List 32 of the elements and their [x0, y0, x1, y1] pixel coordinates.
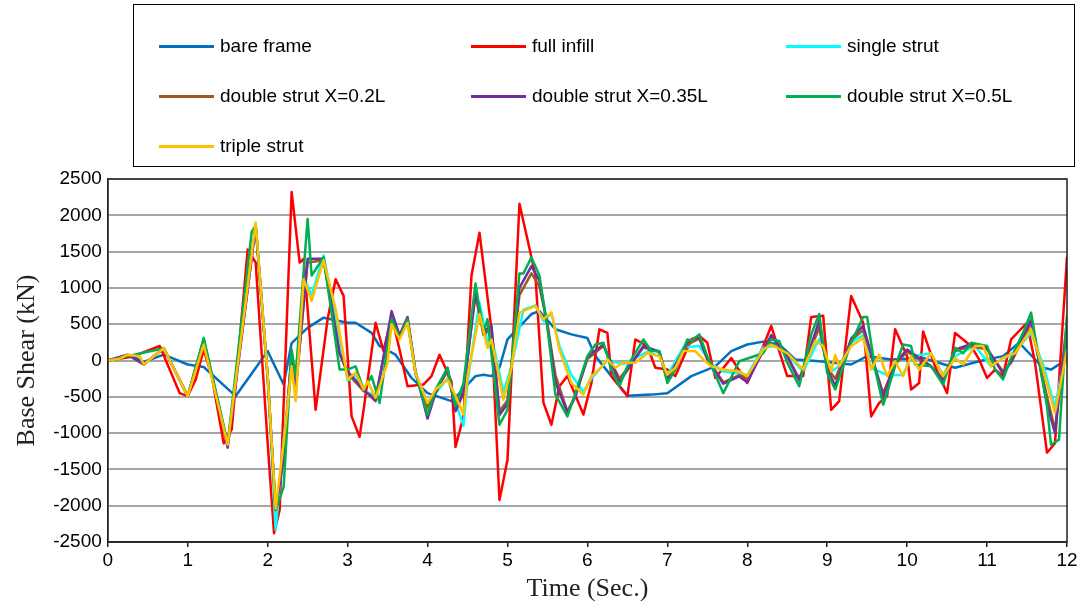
legend-label: double strut X=0.35L	[532, 85, 708, 107]
y-axis-title: Base Shear (kN)	[11, 274, 41, 447]
y-tick-label: 500	[70, 312, 102, 334]
x-tick-label: 5	[502, 548, 513, 570]
x-tick-label: 10	[896, 548, 918, 570]
x-tick-label: 1	[182, 548, 194, 570]
x-tick-label: 7	[662, 548, 673, 570]
legend-label: triple strut	[220, 135, 304, 157]
y-tick-label: -1500	[53, 457, 102, 479]
y-tick-label: 1000	[59, 276, 102, 298]
y-tick-label: -1000	[53, 421, 102, 443]
legend-label: full infill	[532, 35, 595, 57]
y-tick-label: -2500	[53, 530, 102, 552]
x-tick-label: 6	[582, 548, 593, 570]
legend-label: bare frame	[220, 35, 312, 57]
x-tick-label: 3	[342, 548, 353, 570]
legend-label: single strut	[847, 35, 939, 57]
y-tick-label: 0	[91, 348, 102, 370]
y-tick-label: 2500	[59, 167, 102, 189]
y-tick-label: -500	[63, 385, 102, 407]
y-tick-label: 1500	[59, 239, 102, 261]
y-tick-label: -2000	[53, 493, 102, 515]
x-tick-label: 2	[262, 548, 273, 570]
legend-label: double strut X=0.2L	[220, 85, 386, 107]
x-tick-label: 4	[422, 548, 434, 570]
legend-label: double strut X=0.5L	[847, 85, 1013, 107]
x-tick-label: 12	[1056, 548, 1078, 570]
y-tick-label: 2000	[59, 203, 102, 225]
x-tick-label: 11	[977, 548, 997, 570]
x-tick-label: 8	[741, 548, 753, 570]
x-tick-label: 9	[821, 548, 833, 570]
x-axis-title: Time (Sec.)	[526, 573, 649, 603]
